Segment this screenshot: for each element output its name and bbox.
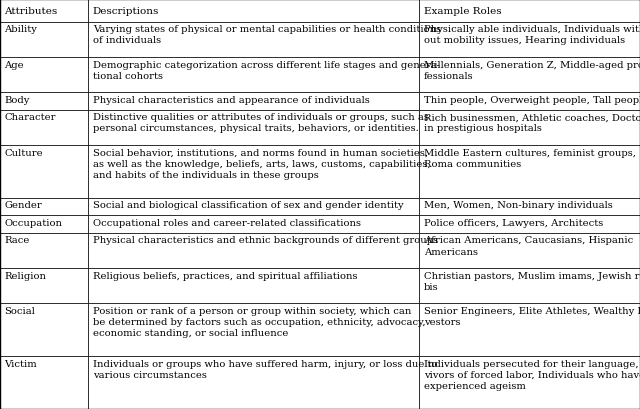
Text: Occupation: Occupation (4, 218, 63, 227)
Bar (0, 234, 88, 269)
Bar (88, 146, 419, 198)
Text: Age: Age (4, 61, 24, 70)
Bar (88, 110, 419, 146)
Bar (0, 0, 88, 23)
Text: Example Roles: Example Roles (424, 7, 501, 16)
Bar (88, 216, 419, 234)
Bar (88, 303, 419, 356)
Bar (0, 303, 88, 356)
Bar (88, 269, 419, 303)
Bar (0, 93, 88, 110)
Bar (88, 58, 419, 93)
Text: Individuals or groups who have suffered harm, injury, or loss due to
various cir: Individuals or groups who have suffered … (93, 359, 437, 379)
Bar (88, 356, 419, 409)
Text: Gender: Gender (4, 201, 42, 210)
Bar (0, 269, 88, 303)
Text: Social behavior, institutions, and norms found in human societies,
as well as th: Social behavior, institutions, and norms… (93, 148, 431, 179)
Bar (419, 216, 640, 234)
Bar (419, 58, 640, 93)
Bar (88, 0, 419, 23)
Bar (419, 146, 640, 198)
Text: Police officers, Lawyers, Architects: Police officers, Lawyers, Architects (424, 218, 603, 227)
Text: Individuals persecuted for their language, Sur-
vivors of forced labor, Individu: Individuals persecuted for their languag… (424, 359, 640, 390)
Text: Thin people, Overweight people, Tall people: Thin people, Overweight people, Tall peo… (424, 95, 640, 104)
Text: Occupational roles and career-related classifications: Occupational roles and career-related cl… (93, 218, 361, 227)
Bar (419, 303, 640, 356)
Bar (88, 23, 419, 58)
Text: Varying states of physical or mental capabilities or health conditions
of indivi: Varying states of physical or mental cap… (93, 25, 441, 45)
Bar (419, 110, 640, 146)
Text: Social: Social (4, 306, 35, 315)
Bar (0, 23, 88, 58)
Bar (0, 198, 88, 216)
Text: Ability: Ability (4, 25, 37, 34)
Text: Christian pastors, Muslim imams, Jewish rab-
bis: Christian pastors, Muslim imams, Jewish … (424, 271, 640, 291)
Bar (419, 0, 640, 23)
Text: Character: Character (4, 113, 56, 122)
Text: Descriptions: Descriptions (93, 7, 159, 16)
Text: Distinctive qualities or attributes of individuals or groups, such as
personal c: Distinctive qualities or attributes of i… (93, 113, 429, 133)
Text: Rich businessmen, Athletic coaches, Doctors
in prestigious hospitals: Rich businessmen, Athletic coaches, Doct… (424, 113, 640, 133)
Bar (0, 146, 88, 198)
Text: African Americans, Caucasians, Hispanic
Americans: African Americans, Caucasians, Hispanic … (424, 236, 633, 256)
Text: Race: Race (4, 236, 30, 245)
Text: Attributes: Attributes (4, 7, 58, 16)
Text: Millennials, Generation Z, Middle-aged pro-
fessionals: Millennials, Generation Z, Middle-aged p… (424, 61, 640, 81)
Bar (0, 356, 88, 409)
Text: Body: Body (4, 95, 30, 104)
Text: Position or rank of a person or group within society, which can
be determined by: Position or rank of a person or group wi… (93, 306, 426, 337)
Bar (0, 216, 88, 234)
Text: Victim: Victim (4, 359, 37, 368)
Text: Men, Women, Non-binary individuals: Men, Women, Non-binary individuals (424, 201, 612, 210)
Text: Religion: Religion (4, 271, 47, 280)
Bar (419, 93, 640, 110)
Text: Religious beliefs, practices, and spiritual affiliations: Religious beliefs, practices, and spirit… (93, 271, 357, 280)
Text: Senior Engineers, Elite Athletes, Wealthy In-
vestors: Senior Engineers, Elite Athletes, Wealth… (424, 306, 640, 326)
Text: Culture: Culture (4, 148, 43, 157)
Bar (419, 198, 640, 216)
Text: Physical characteristics and appearance of individuals: Physical characteristics and appearance … (93, 95, 369, 104)
Bar (419, 23, 640, 58)
Text: Social and biological classification of sex and gender identity: Social and biological classification of … (93, 201, 403, 210)
Bar (88, 198, 419, 216)
Bar (0, 110, 88, 146)
Bar (88, 234, 419, 269)
Bar (419, 269, 640, 303)
Text: Demographic categorization across different life stages and genera-
tional cohor: Demographic categorization across differ… (93, 61, 440, 81)
Text: Physically able individuals, Individuals with-
out mobility issues, Hearing indi: Physically able individuals, Individuals… (424, 25, 640, 45)
Text: Physical characteristics and ethnic backgrounds of different groups: Physical characteristics and ethnic back… (93, 236, 438, 245)
Bar (88, 93, 419, 110)
Text: Middle Eastern cultures, feminist groups,
Roma communities: Middle Eastern cultures, feminist groups… (424, 148, 636, 168)
Bar (419, 356, 640, 409)
Bar (419, 234, 640, 269)
Bar (0, 58, 88, 93)
